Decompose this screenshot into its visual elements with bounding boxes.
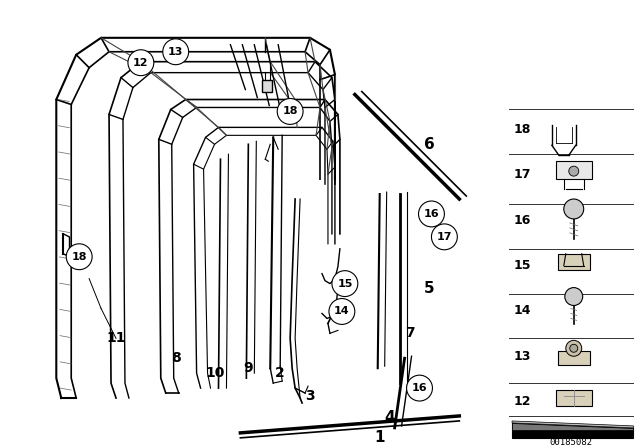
Circle shape: [128, 50, 154, 76]
Text: 13: 13: [168, 47, 184, 57]
Circle shape: [277, 99, 303, 125]
Text: 4: 4: [385, 410, 395, 426]
Circle shape: [570, 345, 578, 352]
Text: 14: 14: [334, 306, 349, 316]
Text: 12: 12: [133, 58, 148, 68]
Text: 8: 8: [171, 351, 180, 365]
Circle shape: [406, 375, 433, 401]
Text: 1: 1: [374, 431, 385, 445]
Text: 9: 9: [244, 361, 253, 375]
Polygon shape: [558, 254, 589, 270]
Text: 18: 18: [514, 123, 531, 136]
Circle shape: [67, 244, 92, 270]
Text: 16: 16: [514, 215, 531, 228]
Polygon shape: [512, 423, 634, 430]
Polygon shape: [512, 423, 634, 438]
Text: 16: 16: [424, 209, 439, 219]
Circle shape: [419, 201, 444, 227]
Text: 11: 11: [106, 332, 125, 345]
Polygon shape: [262, 80, 272, 91]
Text: 00185082: 00185082: [549, 438, 592, 447]
Circle shape: [431, 224, 458, 250]
Polygon shape: [556, 161, 591, 179]
Text: 7: 7: [404, 326, 414, 340]
Text: 6: 6: [424, 137, 435, 152]
Circle shape: [569, 166, 579, 176]
Circle shape: [163, 39, 189, 65]
Text: 16: 16: [412, 383, 428, 393]
Circle shape: [564, 199, 584, 219]
Text: 18: 18: [282, 107, 298, 116]
Polygon shape: [512, 421, 634, 428]
Circle shape: [329, 298, 355, 324]
Text: 14: 14: [514, 304, 532, 317]
Text: 12: 12: [514, 395, 532, 408]
Text: 5: 5: [424, 281, 435, 296]
Text: 17: 17: [436, 232, 452, 242]
Text: 15: 15: [514, 259, 532, 272]
Polygon shape: [556, 390, 591, 406]
Text: 17: 17: [514, 168, 532, 181]
Text: 15: 15: [337, 279, 353, 289]
Text: 10: 10: [206, 366, 225, 380]
Text: 13: 13: [514, 350, 531, 363]
Text: 3: 3: [305, 389, 315, 403]
Circle shape: [332, 271, 358, 297]
Text: 2: 2: [275, 366, 285, 380]
Circle shape: [564, 288, 582, 306]
Text: 18: 18: [72, 252, 87, 262]
Polygon shape: [558, 351, 589, 365]
Circle shape: [566, 340, 582, 356]
